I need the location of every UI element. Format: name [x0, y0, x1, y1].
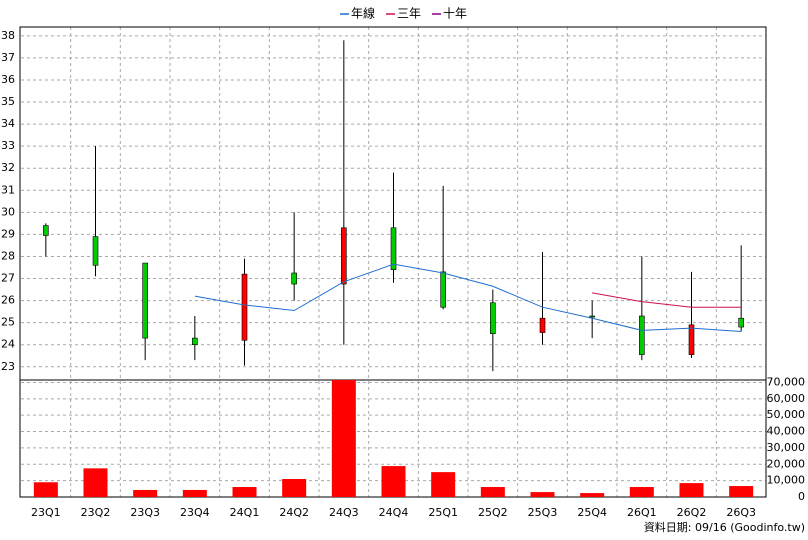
- y-tick-label: 25: [1, 316, 15, 329]
- legend-label: 年線: [351, 6, 375, 21]
- y-tick-label: 26: [1, 294, 15, 307]
- legend-label: 十年: [443, 7, 467, 21]
- candle-body: [440, 271, 446, 308]
- bar: [480, 487, 505, 497]
- x-tick-label: 23Q2: [81, 506, 111, 519]
- bar: [232, 487, 257, 497]
- candle-body: [192, 337, 198, 345]
- bar: [729, 486, 754, 497]
- x-tick-label: 26Q1: [627, 506, 657, 519]
- y-tick-label: 31: [1, 183, 15, 196]
- y-tick-label: 37: [1, 51, 15, 64]
- y-tick-label: 23: [1, 360, 15, 373]
- y-tick-label: 29: [1, 227, 15, 240]
- y2-tick-label: 70,000: [767, 375, 806, 388]
- x-tick-label: 26Q2: [677, 506, 707, 519]
- y-tick-label: 34: [1, 117, 15, 130]
- x-tick-label: 24Q1: [230, 506, 260, 519]
- y-tick-label: 27: [1, 272, 15, 285]
- y2-tick-label: 20,000: [767, 457, 806, 470]
- bar: [83, 468, 108, 497]
- y-tick-label: 32: [1, 161, 15, 174]
- y-tick-label: 30: [1, 205, 15, 218]
- x-tick-label: 25Q4: [577, 506, 607, 519]
- y-tick-label: 35: [1, 95, 15, 108]
- x-tick-label: 24Q2: [279, 506, 309, 519]
- y-tick-label: 36: [1, 73, 15, 86]
- line-series: [194, 263, 742, 332]
- y-tick-label: 33: [1, 139, 15, 152]
- bar: [182, 489, 207, 497]
- bar: [629, 487, 654, 497]
- y2-tick-label: 30,000: [767, 441, 806, 454]
- y2-tick-label: 60,000: [767, 392, 806, 405]
- x-tick-label: 24Q3: [329, 506, 359, 519]
- x-tick-label: 26Q3: [726, 506, 756, 519]
- bar: [530, 492, 555, 497]
- bar: [679, 483, 704, 497]
- candle-body: [688, 324, 695, 355]
- candle-body: [639, 315, 645, 355]
- x-tick-label: 25Q3: [528, 506, 558, 519]
- x-tick-label: 23Q3: [130, 506, 160, 519]
- y2-tick-label: 40,000: [767, 425, 806, 438]
- bar: [331, 380, 356, 497]
- x-tick-label: 24Q4: [379, 506, 409, 519]
- candle-body: [241, 273, 248, 341]
- y-tick-label: 28: [1, 249, 15, 262]
- bar: [282, 479, 307, 497]
- y-tick-label: 38: [1, 29, 15, 42]
- bar: [133, 489, 158, 497]
- line-series: [592, 292, 742, 308]
- candle-body: [291, 272, 297, 285]
- candle-body: [92, 236, 99, 266]
- y-tick-label: 24: [1, 338, 15, 351]
- candle-body: [43, 225, 49, 236]
- x-tick-label: 25Q1: [428, 506, 458, 519]
- y2-tick-label: 50,000: [767, 408, 806, 421]
- legend-label: 三年: [397, 7, 421, 21]
- candle-body: [738, 317, 744, 328]
- candle-body: [490, 302, 496, 334]
- bar: [580, 493, 605, 497]
- bar: [431, 472, 456, 497]
- bar: [381, 466, 406, 497]
- note: 資料日期: 09/16 (Goodinfo.tw): [644, 520, 805, 534]
- x-tick-label: 25Q2: [478, 506, 508, 519]
- candle-body: [390, 227, 397, 270]
- bar: [33, 482, 58, 497]
- candle-body: [142, 262, 148, 339]
- y2-tick-label: 10,000: [767, 474, 806, 487]
- candle-body: [589, 315, 595, 318]
- candle-body: [341, 227, 347, 285]
- candle-body: [539, 317, 546, 333]
- x-tick-label: 23Q4: [180, 506, 210, 519]
- y2-tick-label: 0: [798, 490, 805, 503]
- x-tick-label: 23Q1: [31, 506, 61, 519]
